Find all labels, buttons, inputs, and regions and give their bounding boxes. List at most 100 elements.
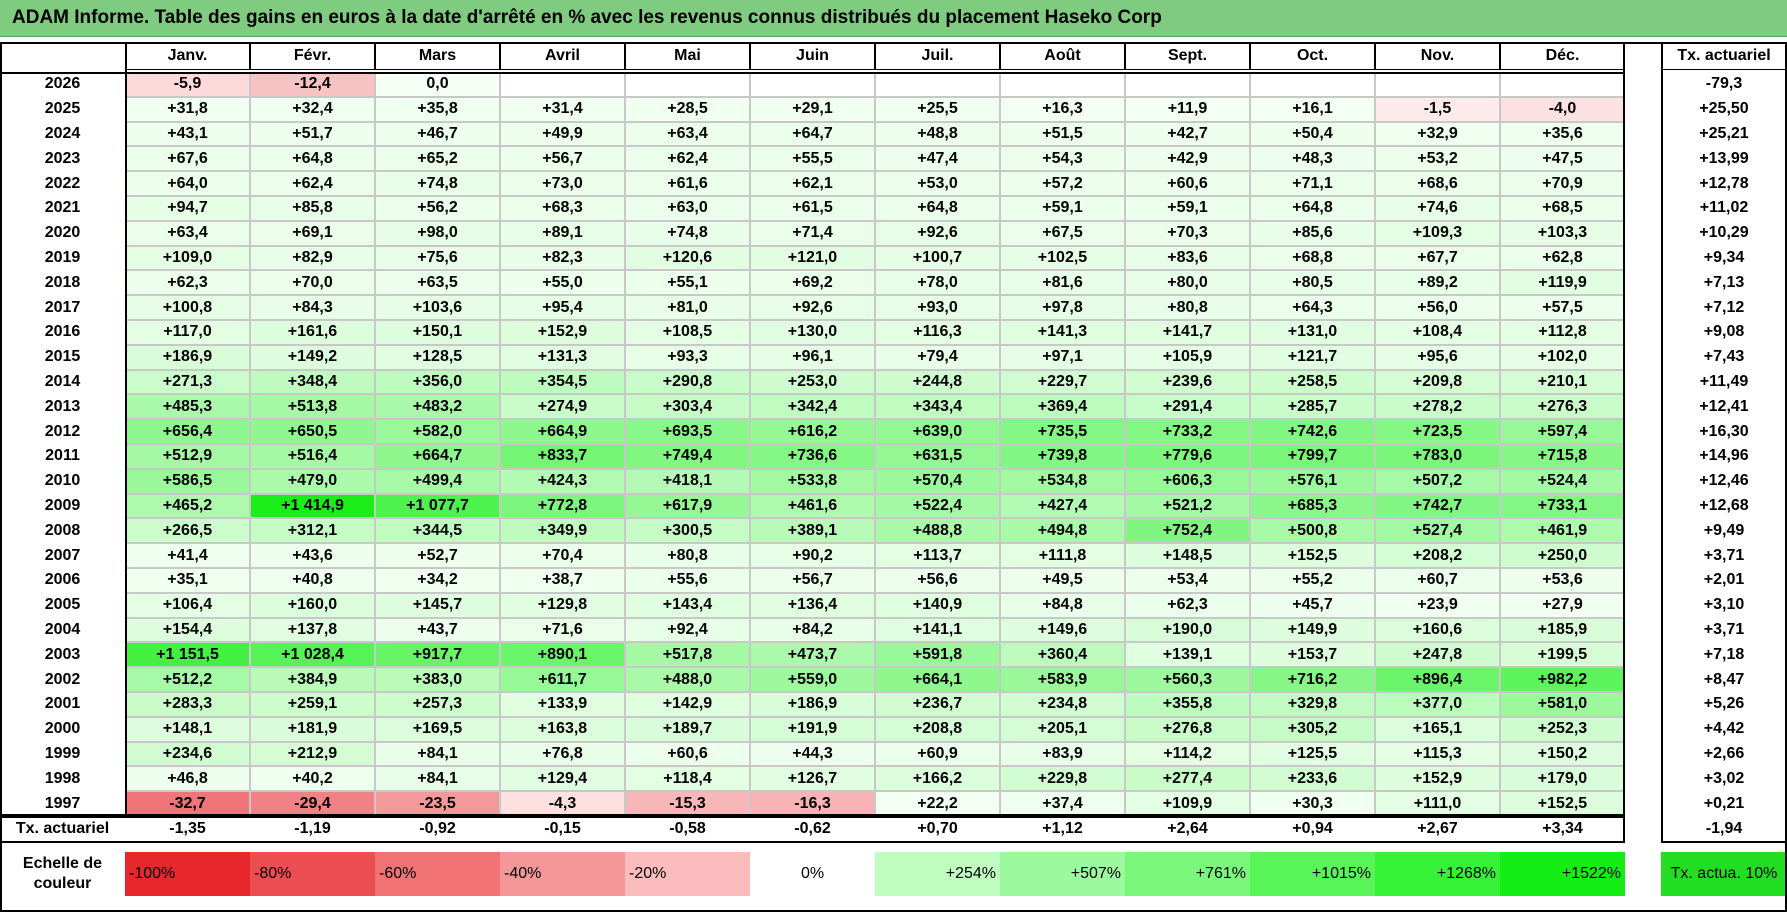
heatmap-cell: +37,4: [1000, 791, 1125, 816]
annual-rate-cell: +12,41: [1661, 394, 1787, 420]
heatmap-cell: +233,6: [1250, 766, 1375, 792]
heatmap-cell: +271,3: [125, 369, 250, 395]
summary-cell: -0,92: [375, 815, 500, 843]
heatmap-cell: +153,7: [1250, 642, 1375, 668]
row-year-label: 2011: [0, 444, 125, 469]
heatmap-cell: +63,4: [125, 220, 250, 246]
heatmap-cell: +715,8: [1500, 444, 1625, 469]
annual-rate-cell: +11,02: [1661, 196, 1787, 221]
heatmap-cell: +62,4: [250, 171, 375, 196]
color-scale-stop: +1015%: [1250, 852, 1375, 896]
heatmap-cell: +103,3: [1500, 220, 1625, 246]
heatmap-cell: +84,2: [750, 617, 875, 643]
heatmap-cell: +38,7: [500, 568, 625, 593]
annual-rate-cell: +12,46: [1661, 468, 1787, 494]
heatmap-cell: +80,8: [1125, 295, 1250, 320]
row-year-label: 2013: [0, 394, 125, 420]
heatmap-cell: +43,6: [250, 543, 375, 568]
heatmap-cell: +664,9: [500, 419, 625, 444]
heatmap-cell: +229,8: [1000, 766, 1125, 792]
row-year-label: 2006: [0, 568, 125, 593]
annual-rate-cell: +16,30: [1661, 419, 1787, 444]
heatmap-cell: +56,7: [750, 568, 875, 593]
heatmap-cell: +11,9: [1125, 96, 1250, 122]
heatmap-cell: +494,8: [1000, 518, 1125, 544]
heatmap-cell: +259,1: [250, 692, 375, 717]
heatmap-cell: [1500, 72, 1625, 97]
heatmap-cell: +179,0: [1500, 766, 1625, 792]
heatmap-cell: +59,1: [1125, 196, 1250, 221]
heatmap-cell: +128,5: [375, 344, 500, 370]
heatmap-cell: +148,5: [1125, 543, 1250, 568]
annual-rate-cell: +3,02: [1661, 766, 1787, 792]
heatmap-cell: +234,6: [125, 741, 250, 767]
heatmap-cell: +40,2: [250, 766, 375, 792]
heatmap-cell: +285,7: [1250, 394, 1375, 420]
heatmap-cell: +68,5: [1500, 196, 1625, 221]
heatmap-cell: +28,5: [625, 96, 750, 122]
heatmap-cell: +82,3: [500, 245, 625, 271]
heatmap-cell: +16,1: [1250, 96, 1375, 122]
heatmap-cell: +64,0: [125, 171, 250, 196]
summary-row-label: Tx. actuariel: [0, 815, 125, 843]
annual-rate-cell: +3,71: [1661, 543, 1787, 568]
heatmap-cell: +735,5: [1000, 419, 1125, 444]
summary-cell: +3,34: [1500, 815, 1625, 843]
heatmap-cell: +46,8: [125, 766, 250, 792]
heatmap-cell: +74,8: [375, 171, 500, 196]
color-scale-stop: +254%: [875, 852, 1000, 896]
heatmap-cell: +303,4: [625, 394, 750, 420]
heatmap-cell: +191,9: [750, 716, 875, 742]
heatmap-cell: +190,0: [1125, 617, 1250, 643]
column-header-5: Mai: [625, 42, 750, 70]
heatmap-cell: +473,7: [750, 642, 875, 668]
color-scale-stop: -40%: [500, 852, 625, 896]
heatmap-cell: +329,8: [1250, 692, 1375, 717]
heatmap-cell: +113,7: [875, 543, 1000, 568]
heatmap-cell: +97,1: [1000, 344, 1125, 370]
row-year-label: 2021: [0, 196, 125, 221]
heatmap-cell: +74,6: [1375, 196, 1500, 221]
heatmap-cell: +53,6: [1500, 568, 1625, 593]
annual-header: Tx. actuariel: [1661, 42, 1787, 70]
heatmap-cell: +70,9: [1500, 171, 1625, 196]
heatmap-cell: +611,7: [500, 667, 625, 692]
heatmap-cell: +67,5: [1000, 220, 1125, 246]
heatmap-cell: -29,4: [250, 791, 375, 816]
heatmap-cell: +257,3: [375, 692, 500, 717]
heatmap-cell: +76,8: [500, 741, 625, 767]
heatmap-cell: +181,9: [250, 716, 375, 742]
row-year-label: 2026: [0, 72, 125, 97]
heatmap-cell: +61,5: [750, 196, 875, 221]
heatmap-cell: +597,4: [1500, 419, 1625, 444]
heatmap-cell: +56,7: [500, 146, 625, 172]
heatmap-cell: +41,4: [125, 543, 250, 568]
heatmap-cell: +522,4: [875, 493, 1000, 519]
column-header-1: Janv.: [125, 42, 250, 70]
heatmap-cell: +64,7: [750, 121, 875, 147]
heatmap-cell: +31,4: [500, 96, 625, 122]
heatmap-cell: +40,8: [250, 568, 375, 593]
heatmap-cell: +53,2: [1375, 146, 1500, 172]
heatmap-cell: -15,3: [625, 791, 750, 816]
heatmap-cell: +360,4: [1000, 642, 1125, 668]
annual-rate-cell: +9,08: [1661, 320, 1787, 345]
heatmap-cell: +739,8: [1000, 444, 1125, 469]
heatmap-cell: +250,0: [1500, 543, 1625, 568]
heatmap-cell: +354,5: [500, 369, 625, 395]
heatmap-cell: +130,0: [750, 320, 875, 345]
heatmap-cell: +95,6: [1375, 344, 1500, 370]
heatmap-cell: +121,0: [750, 245, 875, 271]
heatmap-cell: +94,7: [125, 196, 250, 221]
heatmap-cell: +581,0: [1500, 692, 1625, 717]
heatmap-cell: +342,4: [750, 394, 875, 420]
heatmap-cell: -32,7: [125, 791, 250, 816]
row-year-label: 2001: [0, 692, 125, 717]
heatmap-cell: +141,7: [1125, 320, 1250, 345]
heatmap-cell: +982,2: [1500, 667, 1625, 692]
heatmap-cell: +96,1: [750, 344, 875, 370]
heatmap-cell: +63,5: [375, 270, 500, 296]
heatmap-cell: +664,7: [375, 444, 500, 469]
heatmap-cell: +208,2: [1375, 543, 1500, 568]
